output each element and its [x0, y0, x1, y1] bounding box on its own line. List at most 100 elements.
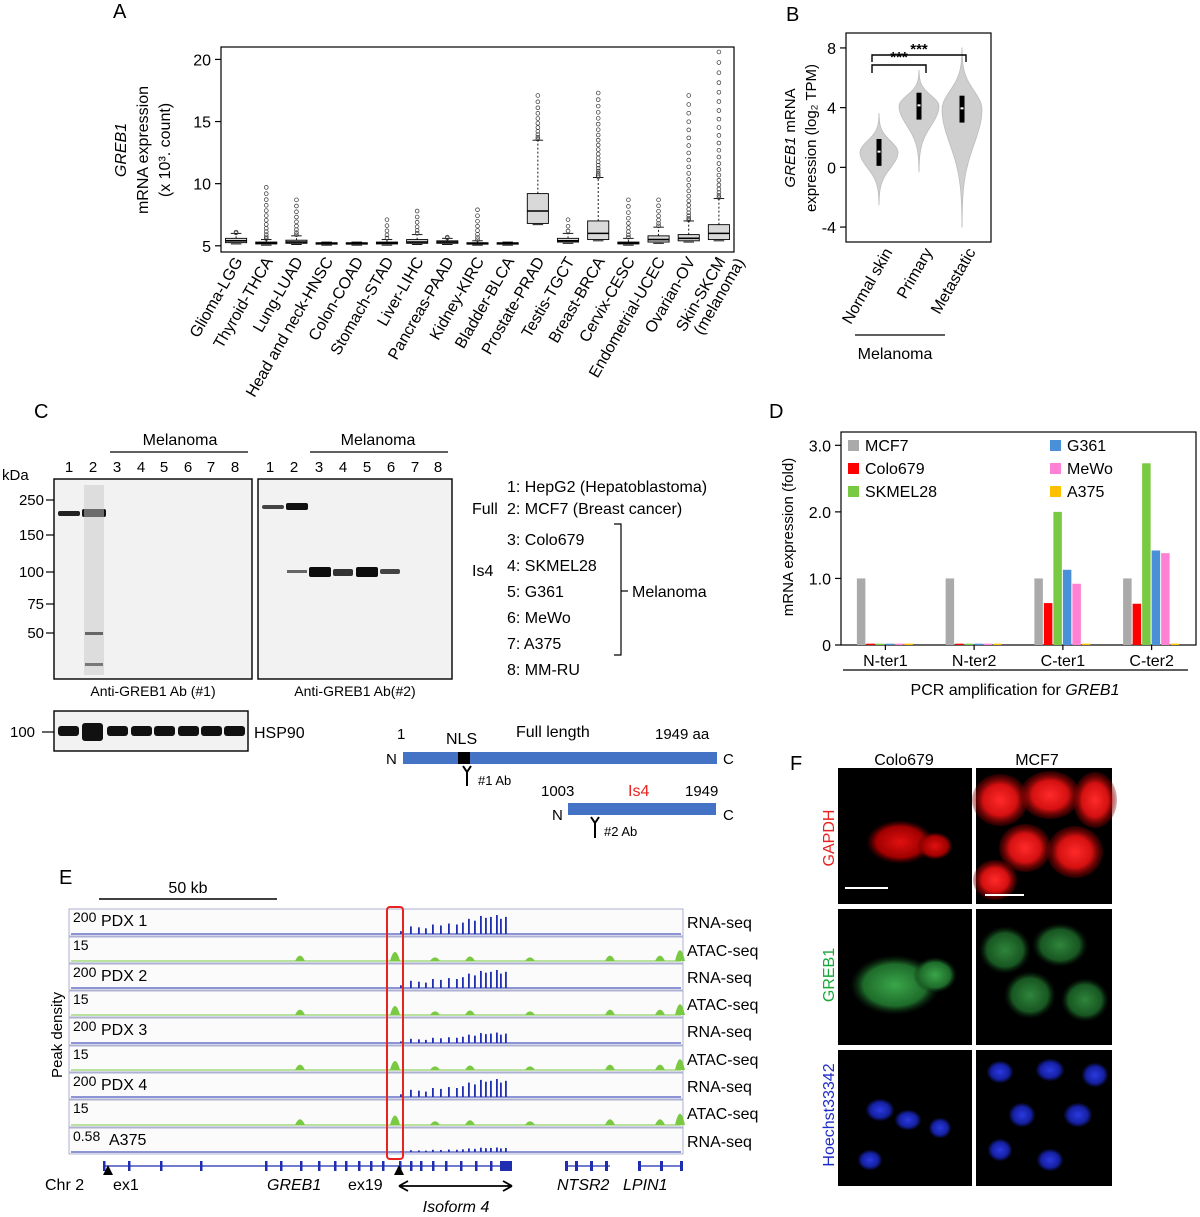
a-outlier — [656, 223, 661, 229]
e-exon — [420, 1161, 423, 1171]
d-legend-swatch — [1050, 440, 1061, 451]
a-box-5 — [375, 217, 398, 246]
d-legend-swatch — [848, 486, 859, 497]
c-hsp-band — [154, 726, 175, 736]
a-outlier — [294, 230, 299, 235]
c-band-b1-l2-small2 — [85, 663, 103, 666]
c-kda-label: kDa — [2, 467, 29, 484]
c-hsp-band — [201, 726, 222, 736]
c-schema-end2: 1949 — [685, 783, 718, 800]
e-track-frame — [68, 990, 684, 1018]
c-schema-full-bar — [403, 752, 717, 764]
e-peak — [430, 1066, 440, 1070]
a-box-13 — [617, 197, 640, 246]
e-peak — [480, 1033, 482, 1043]
c-lane-label-blot2: 5 — [363, 459, 371, 476]
e-exon — [370, 1161, 373, 1171]
e-peak — [440, 1038, 442, 1043]
a-outlier — [595, 166, 601, 171]
a-outlier — [595, 147, 601, 152]
e-peak — [390, 1061, 400, 1070]
e-track-8: 0.58 A375 RNA-seq — [68, 1127, 752, 1155]
e-peak — [410, 1150, 412, 1152]
e-peak — [525, 1066, 535, 1070]
e-peak — [474, 1035, 476, 1043]
d-legend-swatch — [848, 463, 859, 474]
e-track-4: 200 PDX 3 RNA-seq — [68, 1017, 752, 1046]
c-marker-label: 150 — [19, 527, 44, 544]
b-ytick-label: 8 — [827, 41, 836, 58]
e-track-max: 0.58 — [73, 1128, 100, 1144]
c-hsp-band — [107, 726, 128, 736]
e-peak — [425, 928, 427, 934]
a-outlier — [626, 215, 631, 221]
e-peak — [655, 955, 665, 961]
e-exon — [382, 1161, 385, 1171]
c-blot-1 — [53, 478, 253, 680]
e-peak — [295, 1064, 305, 1070]
a-box-3 — [315, 241, 338, 246]
a-outlier — [595, 155, 601, 161]
d-bar-g361 — [885, 643, 894, 645]
c-hsp-band — [224, 726, 245, 736]
a-ytick-label: 10 — [193, 177, 211, 194]
d-xlabel-gene: GREB1 — [1065, 682, 1119, 699]
e-peak — [655, 1009, 665, 1015]
a-outlier — [716, 125, 722, 130]
c-melanoma-bracket-label: Melanoma — [632, 584, 707, 601]
e-track-frame — [68, 1099, 684, 1128]
e-track-name: PDX 3 — [101, 1022, 147, 1039]
a-outlier — [686, 198, 691, 204]
e-peak — [468, 973, 470, 988]
c-marker-label: 50 — [27, 625, 44, 642]
e-peak — [496, 970, 498, 988]
e-peak — [474, 1148, 476, 1152]
panel-label-e: E — [59, 867, 72, 889]
d-legend-swatch — [848, 440, 859, 451]
d-legend-swatch — [1050, 486, 1061, 497]
c-is4-label: Is4 — [472, 563, 493, 580]
b-violin-median — [917, 104, 921, 107]
a-outlier — [626, 197, 631, 203]
a-outlier — [535, 132, 541, 137]
e-peak — [440, 979, 442, 988]
a-ytick-label: 5 — [202, 239, 211, 256]
a-outlier — [294, 214, 299, 220]
e-exon-lpin1 — [680, 1161, 683, 1171]
b-violin-median — [877, 150, 881, 153]
e-exon-ntsr2 — [605, 1161, 608, 1171]
a-outlier — [475, 218, 480, 224]
e-exon — [280, 1161, 283, 1171]
a-outlier — [294, 223, 299, 229]
e-isoform-label: Isoform 4 — [423, 1199, 490, 1216]
c-legend-item: 7: A375 — [507, 636, 561, 653]
a-outlier — [535, 125, 541, 130]
e-exon — [490, 1161, 493, 1171]
e-greb1-label: GREB1 — [267, 1177, 321, 1194]
a-outlier — [565, 217, 571, 222]
e-track-type: ATAC-seq — [687, 997, 758, 1014]
e-peak — [500, 973, 502, 988]
a-outlier — [384, 228, 390, 234]
e-isoform-arrow — [398, 1180, 513, 1192]
e-peak — [462, 1149, 464, 1152]
e-peak — [465, 1120, 475, 1125]
a-box-12 — [587, 90, 610, 242]
a-outlier — [716, 70, 722, 75]
c-lane-label-blot2: 3 — [315, 459, 323, 476]
e-peak — [496, 1032, 498, 1043]
a-outlier — [595, 103, 601, 109]
a-outlier — [686, 213, 691, 219]
a-box-7 — [436, 234, 459, 245]
b-violin-2 — [941, 47, 983, 228]
c-band-b1-l2-small — [85, 632, 103, 635]
a-outlier — [686, 93, 691, 98]
c-melanoma-bracket — [614, 523, 622, 656]
e-peak — [418, 1039, 420, 1043]
a-outlier — [595, 121, 601, 127]
d-bar-skmel28 — [1053, 511, 1062, 645]
a-box-rect — [526, 193, 549, 224]
c-schema-ab2-icon — [590, 816, 600, 838]
a-outlier — [656, 203, 661, 209]
d-xlabel-prefix: PCR amplification for — [911, 682, 1066, 699]
